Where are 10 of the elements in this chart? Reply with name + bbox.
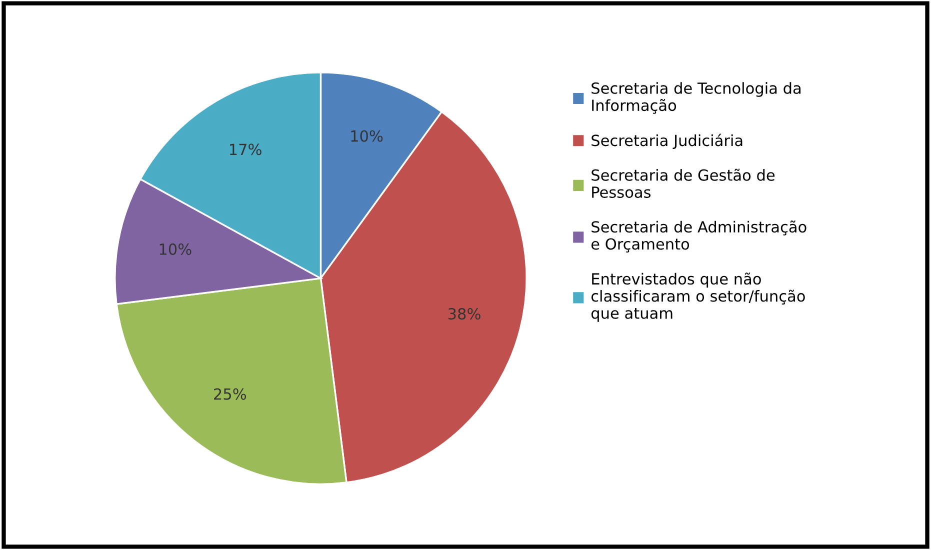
data-label: 17% <box>230 144 262 156</box>
data-label: 25% <box>214 388 246 400</box>
legend-label: Secretaria Judiciária <box>592 134 742 150</box>
legend-label: Entrevistados que não classificaram o setor/função que atuam <box>591 272 805 322</box>
data-label: 38% <box>448 308 480 320</box>
legend-label: Secretaria de Gestão de Pessoas <box>592 168 775 198</box>
data-label: 10% <box>351 130 383 142</box>
legend-label: Secretaria de Administração e Orçamento <box>591 220 806 252</box>
data-label: 10% <box>160 243 192 255</box>
legend-label: Secretaria de Tecnologia da Informação <box>592 82 800 114</box>
